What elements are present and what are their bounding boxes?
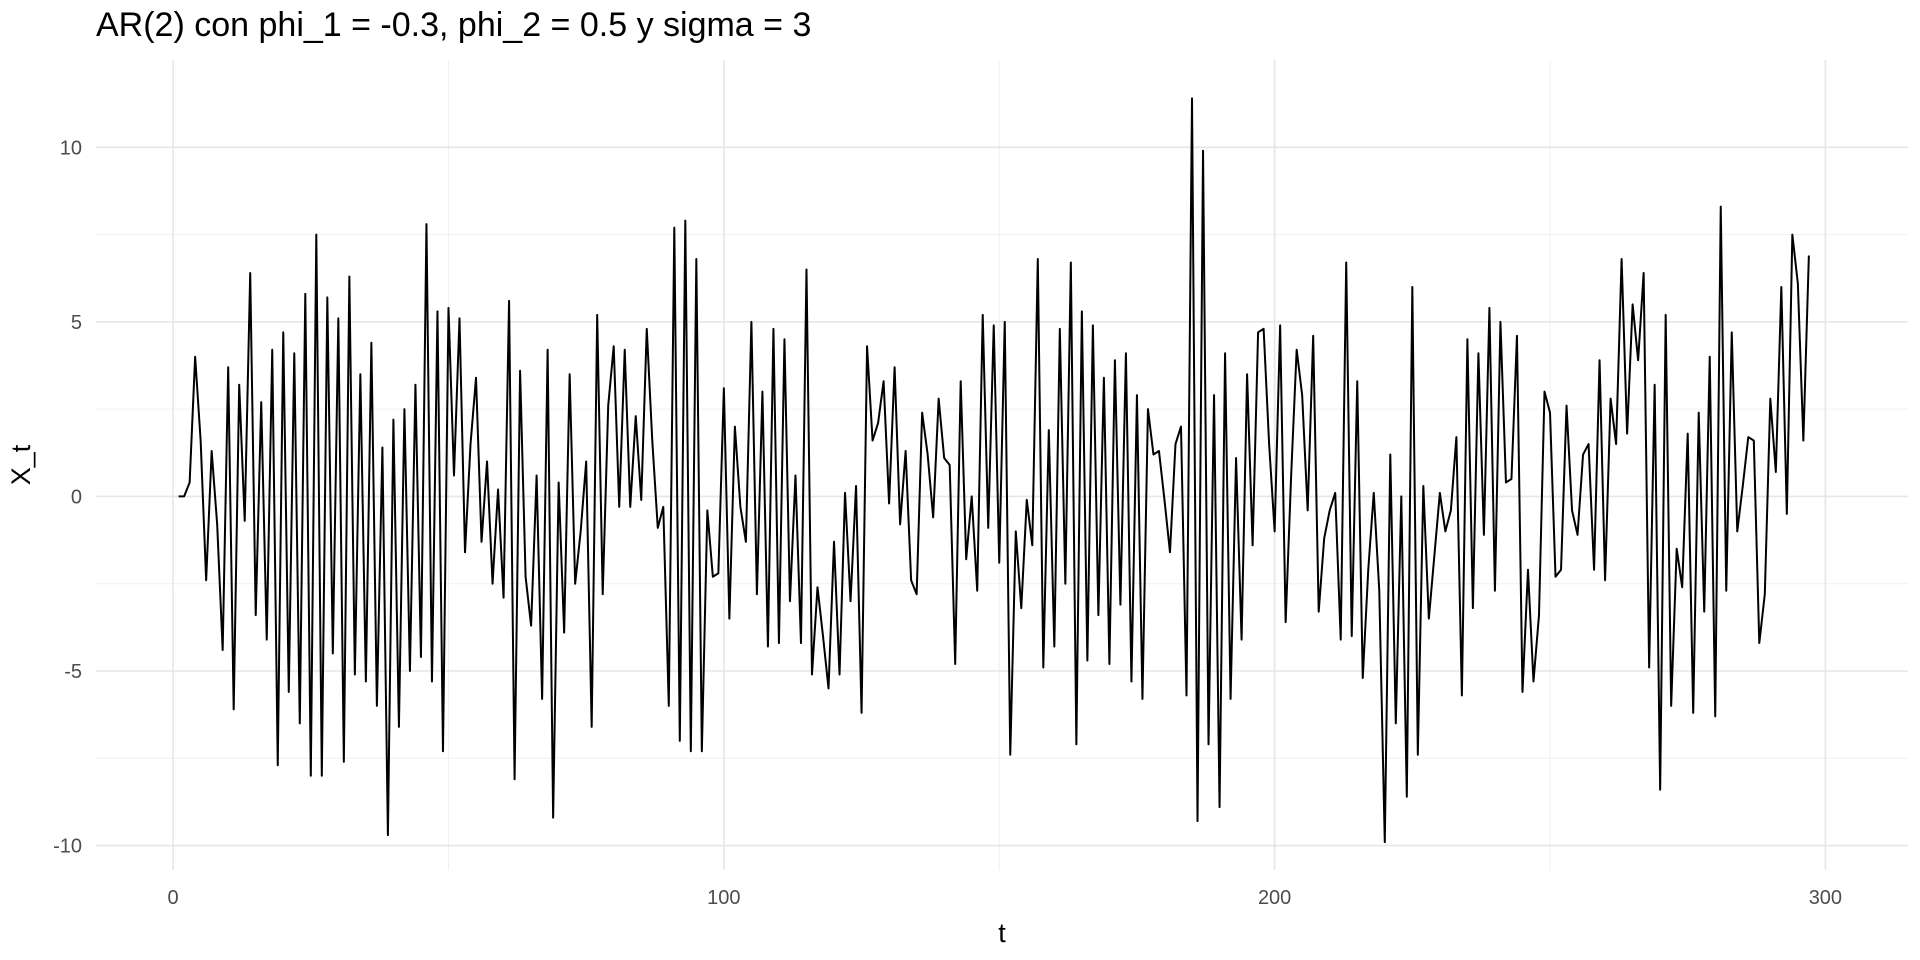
y-axis-tick-labels: -10 -5 0 5 10: [53, 137, 82, 857]
y-tick-label: 5: [71, 312, 82, 334]
series-group: [178, 97, 1810, 844]
x-tick-label: 300: [1809, 887, 1842, 909]
x-axis-title: t: [998, 918, 1006, 948]
y-tick-label: 0: [71, 486, 82, 508]
chart-title: AR(2) con phi_1 = -0.3, phi_2 = 0.5 y si…: [96, 6, 812, 44]
major-gridlines: [96, 60, 1908, 870]
x-tick-label: 200: [1258, 887, 1291, 909]
y-tick-label: -10: [53, 836, 82, 858]
x-tick-label: 0: [168, 887, 179, 909]
x-axis-tick-labels: 0 100 200 300: [168, 887, 1843, 909]
series-line: [178, 97, 1810, 844]
x-tick-label: 100: [707, 887, 740, 909]
y-tick-label: 10: [60, 137, 82, 159]
y-axis-title: X_t: [6, 444, 36, 485]
y-tick-label: -5: [64, 661, 82, 683]
